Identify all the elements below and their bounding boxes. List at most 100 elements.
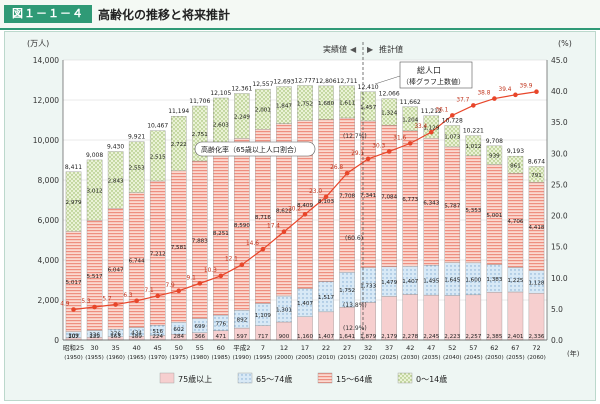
bar-segment-0-14	[255, 88, 271, 130]
x-tick-era: 27	[343, 344, 351, 352]
actual-arrow: ◀	[350, 45, 357, 54]
bar-segment-75plus	[486, 292, 503, 341]
bar-segment-0-14	[381, 98, 397, 126]
total-label: 12,410	[358, 84, 379, 91]
aging-rate-label: 33.4	[414, 124, 427, 130]
x-tick-year: (1980)	[190, 355, 209, 361]
value-label-0-14: 2,979	[66, 200, 82, 206]
legend-label-65-74: 65～74歳	[256, 374, 292, 384]
aging-rate-label: 5.3	[81, 299, 91, 305]
bar-segment-0-14	[107, 151, 124, 209]
projected-arrow: ▶	[367, 45, 374, 54]
bar-segment-0-14	[507, 155, 524, 174]
aging-rate-label: 7.9	[166, 283, 176, 289]
aging-rate-label: 12.1	[225, 257, 238, 263]
legend-swatch-75plus	[159, 372, 175, 384]
projected-label: 推計値	[379, 44, 403, 54]
value-label-65-74: 1,479	[381, 280, 397, 286]
x-tick-year: (1960)	[106, 355, 125, 361]
y-axis-right-title: (%)	[558, 39, 572, 48]
bar-segment-0-14	[65, 171, 82, 232]
chart-panel: 0 2,000 4,000 6,000 8,000 10,000 12,000 14,000 0…	[4, 31, 596, 401]
total-note-line2: （棒グラフ上数値）	[402, 77, 465, 86]
aging-rate-label: 20.2	[288, 206, 301, 212]
aging-rate-label: 39.4	[499, 87, 512, 93]
value-label-15-64: 8,251	[213, 231, 229, 237]
total-label: 12,777	[295, 77, 316, 84]
value-label-15-64: 4,706	[507, 219, 523, 225]
bar-segment-0-14	[234, 93, 250, 139]
aging-rate-point	[113, 302, 118, 307]
aging-rate-point	[134, 298, 139, 304]
value-label-15-64: 8,590	[234, 223, 250, 229]
value-label-0-14: 2,603	[213, 123, 229, 129]
aging-rate-point	[492, 96, 497, 101]
x-tick-year: (2030)	[401, 355, 420, 361]
aging-rate-label: 6.3	[123, 293, 133, 299]
value-label-75plus: 2,179	[381, 334, 397, 340]
value-label-65-74: 1,600	[465, 277, 481, 283]
annotation-2015-75plus-pct: (12.9%)	[343, 325, 367, 332]
total-label: 12,557	[252, 81, 273, 88]
x-tick-era: 57	[469, 344, 477, 352]
value-label-15-64: 5,517	[87, 274, 103, 280]
y-tick-left: 8,000	[38, 176, 60, 185]
value-label-65-74: 1,301	[276, 307, 292, 313]
value-label-75plus: 717	[258, 334, 269, 340]
x-tick-era: 50	[175, 344, 183, 352]
x-tick-era: 37	[385, 344, 393, 352]
total-label: 11,212	[421, 108, 442, 115]
aging-rate-point	[344, 170, 350, 176]
value-label-65-74: 892	[237, 318, 248, 324]
total-label: 12,806	[316, 78, 337, 85]
value-label-65-74: 1,495	[423, 279, 439, 285]
value-label-75plus: 189	[131, 334, 142, 340]
figure-header: 図１－１－４ 高齢化の推移と将来推計	[0, 0, 600, 30]
x-tick-year: (1985)	[212, 355, 231, 361]
bar-segment-0-14	[276, 86, 292, 124]
value-label-65-74: 1,517	[318, 295, 334, 301]
aging-rate-label: 14.6	[246, 241, 259, 247]
value-label-75plus: 163	[110, 334, 121, 340]
annotation-2015-65-74-pct: (13.8%)	[343, 302, 367, 309]
bar-segment-0-14	[318, 85, 334, 120]
value-label-75plus: 224	[152, 334, 163, 340]
value-label-0-14: 939	[489, 154, 500, 160]
x-tick-era: 45	[154, 344, 162, 352]
total-label: 12,693	[273, 79, 294, 86]
aging-rate-label: 4.9	[60, 302, 70, 308]
x-tick-era: 30	[90, 344, 98, 352]
aging-rate-point	[176, 288, 182, 294]
total-label: 10,467	[147, 123, 168, 130]
aging-rate-point	[450, 113, 455, 118]
annotation-2015-young-pct: (12.7%)	[343, 133, 367, 140]
aging-rate-point	[407, 141, 413, 146]
x-tick-year: (2035)	[422, 355, 441, 361]
value-label-15-64: 8,409	[297, 203, 313, 209]
y-tick-left: 2,000	[38, 296, 60, 305]
bar-segment-75plus	[528, 293, 545, 341]
x-tick-year: (1975)	[169, 355, 188, 361]
value-label-15-64: 7,883	[192, 238, 208, 244]
value-label-75plus: 2,223	[444, 334, 460, 340]
total-label: 9,921	[128, 134, 145, 141]
value-label-65-74: 1,407	[297, 301, 313, 307]
value-label-75plus: 2,385	[486, 334, 502, 340]
y-tick-right: 40.0	[551, 87, 568, 96]
aging-rate-note: 高齢化率（65歳以上人口割合）	[194, 141, 316, 157]
legend-swatch-65-74	[237, 372, 253, 384]
value-label-0-14: 861	[510, 163, 521, 169]
value-label-65-74: 1,383	[486, 277, 502, 283]
aging-rate-point	[218, 273, 224, 279]
legend-swatch-15-64	[317, 372, 333, 384]
x-tick-era: 42	[406, 344, 414, 352]
aging-rate-label: 9.1	[187, 275, 197, 281]
value-label-15-64: 5,353	[465, 208, 481, 214]
total-label: 9,708	[486, 138, 503, 145]
x-tick-era: 62	[490, 344, 498, 352]
value-label-0-14: 1,752	[297, 101, 313, 107]
x-tick-year: (2005)	[296, 355, 315, 361]
x-tick-year: (2050)	[485, 355, 504, 361]
aging-rate-point	[534, 89, 539, 95]
